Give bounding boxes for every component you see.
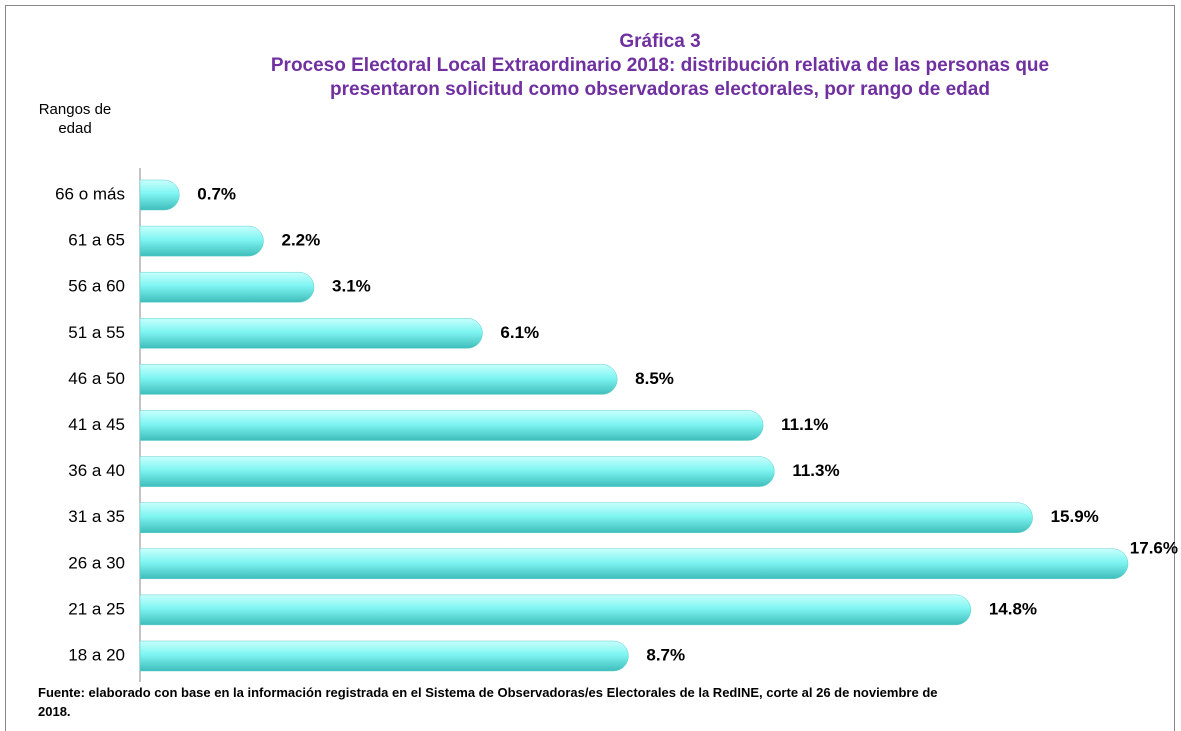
y-tick-label: 26 a 30 bbox=[68, 553, 125, 572]
y-tick-label: 36 a 40 bbox=[68, 461, 125, 480]
source-note: Fuente: elaborado con base en la informa… bbox=[38, 685, 938, 719]
data-label: 11.3% bbox=[792, 461, 839, 480]
title-block: Gráfica 3 Proceso Electoral Local Extrao… bbox=[230, 30, 1090, 102]
y-tick-label: 51 a 55 bbox=[68, 323, 125, 342]
y-tick-label: 46 a 50 bbox=[68, 369, 125, 388]
data-label: 8.7% bbox=[646, 645, 685, 664]
bar bbox=[139, 548, 1129, 580]
bar bbox=[139, 271, 315, 303]
chart-subtitle: Proceso Electoral Local Extraordinario 2… bbox=[270, 55, 1050, 100]
bar bbox=[139, 410, 764, 441]
frame bbox=[5, 5, 1175, 731]
data-label: 15.9% bbox=[1051, 507, 1099, 526]
axis-label: Rangos de edad bbox=[38, 101, 112, 137]
y-tick-label: 18 a 20 bbox=[68, 645, 125, 664]
y-tick-label: 61 a 65 bbox=[68, 231, 125, 250]
y-tick-label: 31 a 35 bbox=[68, 507, 125, 526]
bar bbox=[139, 594, 971, 626]
data-label: 6.1% bbox=[500, 323, 539, 342]
data-label: 8.5% bbox=[635, 369, 674, 388]
y-tick-label: 21 a 25 bbox=[68, 599, 125, 618]
data-label: 11.1% bbox=[781, 415, 828, 434]
data-label: 0.7% bbox=[197, 184, 236, 203]
y-tick-label: 56 a 60 bbox=[68, 277, 125, 296]
data-label: 3.1% bbox=[332, 277, 371, 296]
bar bbox=[139, 364, 618, 395]
data-label: 2.2% bbox=[282, 231, 321, 250]
bar bbox=[139, 225, 264, 257]
y-tick-label: 66 o más bbox=[55, 184, 125, 203]
data-label: 17.6% bbox=[1130, 538, 1178, 557]
bar bbox=[139, 640, 629, 672]
bar bbox=[139, 179, 180, 211]
data-label: 14.8% bbox=[989, 599, 1037, 618]
chart-title: Gráfica 3 bbox=[619, 31, 701, 52]
bar bbox=[139, 318, 483, 349]
y-tick-label: 41 a 45 bbox=[68, 415, 125, 434]
bar bbox=[139, 456, 775, 487]
bar bbox=[139, 502, 1033, 533]
